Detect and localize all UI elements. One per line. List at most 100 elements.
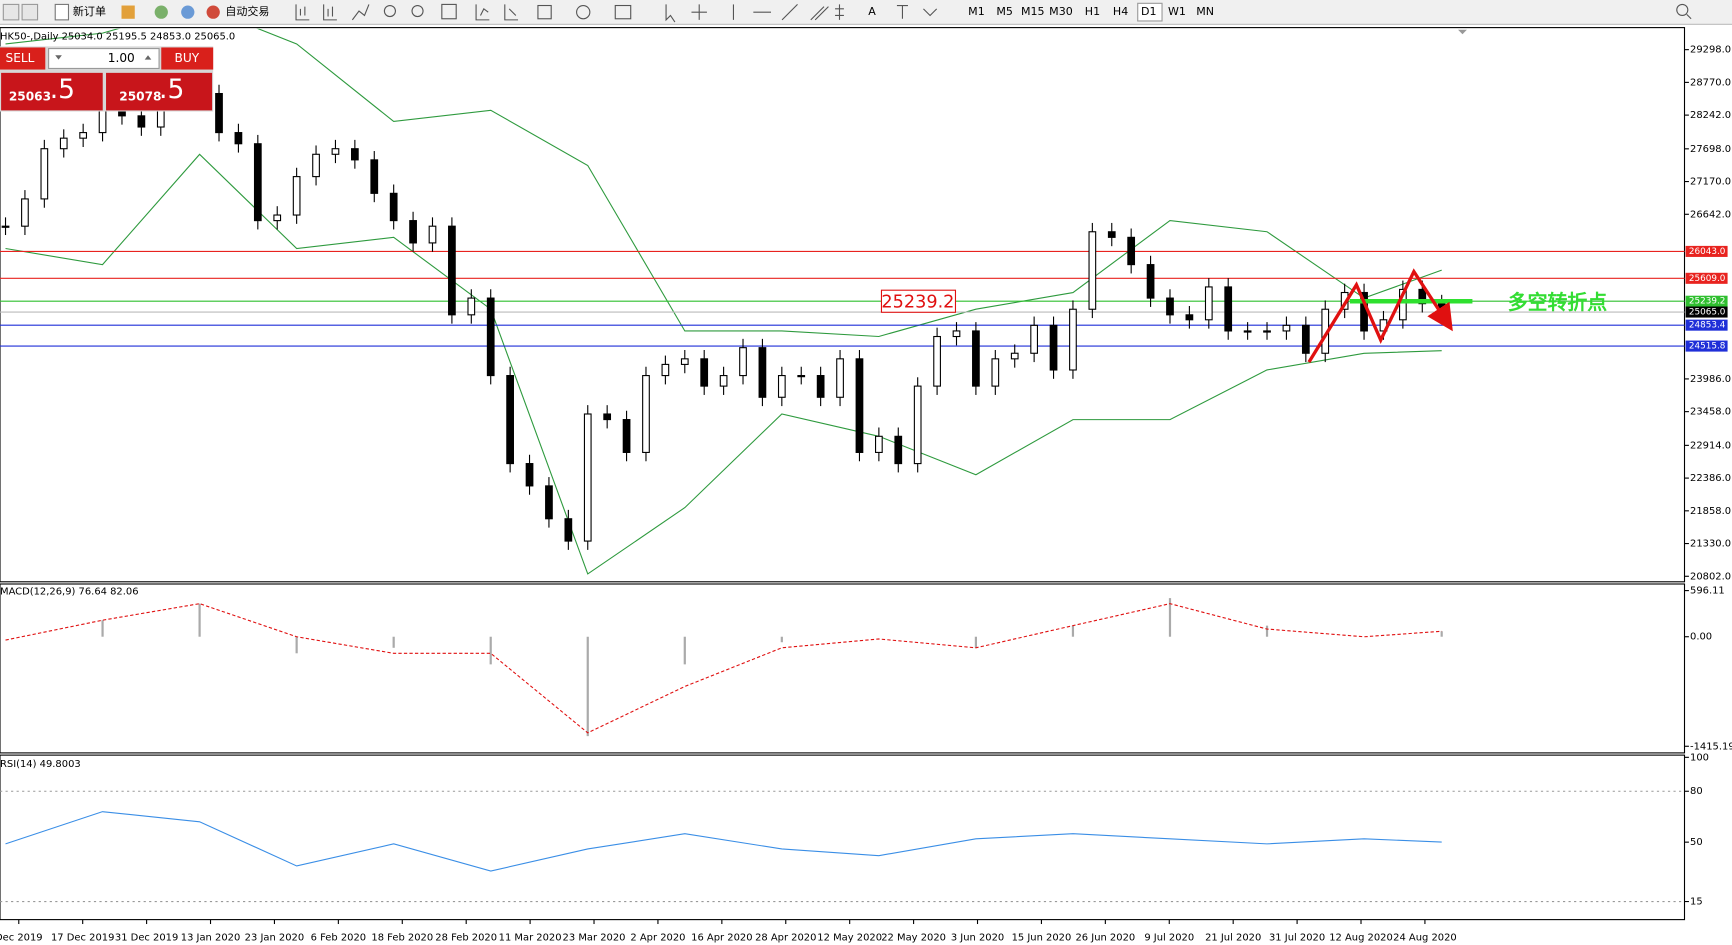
icon[interactable] [121, 5, 135, 19]
ask-small[interactable]: .5 [159, 74, 184, 105]
candle [1185, 314, 1194, 321]
candle [506, 375, 514, 465]
sell-label[interactable]: SELL [6, 51, 35, 65]
price-level-label: 24515.8 [1689, 342, 1726, 352]
candle [913, 385, 922, 465]
candle [79, 132, 88, 139]
candle [933, 335, 941, 387]
timeframe[interactable]: M30 [1049, 5, 1073, 18]
y-tick-label: 21858.0 [1690, 506, 1731, 517]
candle [661, 363, 670, 377]
auto-trading-icon[interactable] [206, 5, 220, 19]
price-level-label: 24853.4 [1689, 321, 1726, 331]
text-tool[interactable]: A [868, 5, 876, 18]
candle [1030, 324, 1038, 354]
x-tick-label: 22 May 2020 [881, 932, 946, 943]
candle [777, 375, 786, 398]
timeframe[interactable]: H4 [1113, 5, 1128, 18]
rsi-pane [0, 754, 1686, 921]
bid-box[interactable] [1, 72, 103, 111]
candle [1418, 288, 1427, 305]
x-tick-label: 28 Apr 2020 [755, 932, 816, 943]
x-tick-label: 23 Mar 2020 [563, 932, 626, 943]
candle [331, 148, 340, 155]
candle [409, 220, 417, 244]
x-tick-label: 9 Jul 2020 [1144, 932, 1194, 943]
x-tick-label: 23 Jan 2020 [245, 932, 305, 943]
lots-input[interactable] [48, 48, 160, 69]
y-tick-label: 20802.0 [1690, 571, 1731, 582]
y-tick-label: -1415.19 [1690, 741, 1732, 752]
lots[interactable]: 1.00 [108, 51, 135, 65]
shift-marker [1458, 29, 1467, 35]
timeframe[interactable]: W1 [1168, 5, 1186, 18]
candle [991, 358, 1000, 387]
candle [700, 358, 709, 387]
ask-box[interactable] [106, 72, 213, 111]
candle [1166, 297, 1174, 316]
timeframe[interactable]: M5 [996, 5, 1013, 18]
candle [98, 109, 107, 134]
candle [894, 435, 903, 465]
timeframe[interactable]: MN [1196, 5, 1214, 18]
candle [253, 143, 262, 222]
candle [1049, 324, 1058, 371]
candle [642, 375, 650, 453]
macd-signal [5, 603, 1442, 734]
sell-button[interactable] [0, 47, 46, 70]
new-order-icon[interactable] [54, 3, 70, 21]
timeframe[interactable]: M1 [968, 5, 985, 18]
price-level-tag [1685, 295, 1728, 307]
buy-label[interactable]: BUY [175, 51, 200, 65]
x-tick-label: 18 Feb 2020 [371, 932, 433, 943]
current-price-label: 25065.0 [1689, 308, 1726, 318]
timeframe[interactable]: M15 [1021, 5, 1045, 18]
candle [1263, 330, 1271, 333]
x-tick-label: 31 Jul 2020 [1269, 932, 1325, 943]
chart-info: HK50-,Daily 25034.0 25195.5 24853.0 2506… [0, 31, 235, 42]
candle [1282, 324, 1291, 332]
timeframe[interactable]: D1 [1141, 5, 1157, 18]
candle [389, 192, 398, 222]
y-tick-label: 22386.0 [1690, 473, 1731, 484]
timeframe[interactable]: H1 [1085, 5, 1100, 18]
icon[interactable] [2, 3, 20, 21]
candle [875, 435, 883, 453]
y-tick-label: 596.11 [1690, 586, 1725, 597]
icon[interactable] [154, 5, 168, 19]
new-order[interactable]: 新订单 [73, 4, 106, 18]
candle [1010, 352, 1019, 360]
y-tick-label: 28770.0 [1690, 77, 1731, 88]
candle [758, 347, 767, 398]
icon[interactable] [181, 5, 195, 19]
candle [448, 225, 456, 316]
price-level-tag [1685, 272, 1728, 284]
candle [467, 297, 476, 316]
buy-button[interactable] [161, 47, 214, 70]
candle [1, 225, 10, 228]
price-pane [0, 27, 1686, 583]
x-tick-label: 3 Jun 2020 [951, 932, 1004, 943]
y-tick-label: 80 [1690, 786, 1703, 797]
candle [21, 198, 29, 227]
x-tick-label: 24 Aug 2020 [1393, 932, 1457, 943]
y-tick-label: 23458.0 [1690, 407, 1731, 418]
price-level-tag [1685, 245, 1728, 257]
candle [545, 485, 553, 520]
candle [972, 330, 980, 387]
candle [1204, 286, 1213, 321]
candle [350, 148, 359, 161]
price-level-tag [1685, 340, 1728, 352]
bid-big[interactable]: 25063 [9, 90, 51, 104]
rsi-label: RSI(14) 49.8003 [0, 759, 81, 770]
x-tick-label: 12 May 2020 [817, 932, 882, 943]
x-tick-label: 16 Apr 2020 [691, 932, 752, 943]
ask-big[interactable]: 25078 [119, 90, 161, 104]
icon[interactable] [21, 3, 39, 21]
auto-trading[interactable]: 自动交易 [225, 4, 269, 18]
candle [1146, 264, 1155, 299]
bid-small[interactable]: .5 [50, 74, 75, 105]
x-tick-label: 12 Aug 2020 [1329, 932, 1393, 943]
x-tick-label: 13 Jan 2020 [181, 932, 241, 943]
